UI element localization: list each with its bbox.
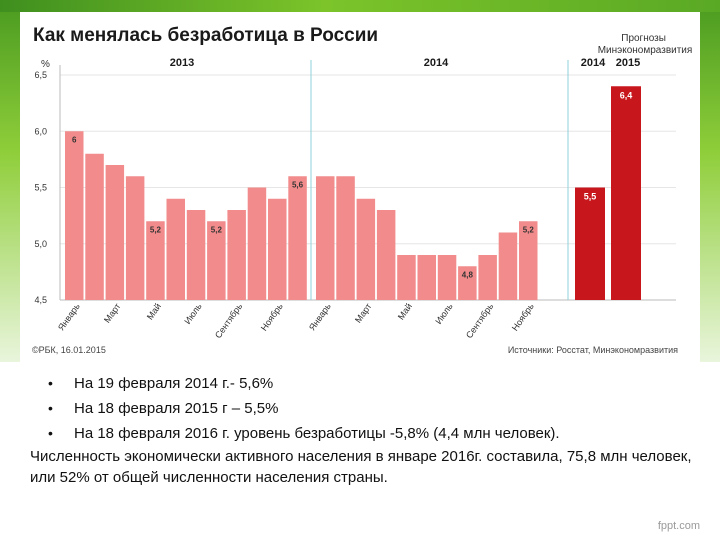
bar [207, 221, 226, 300]
bar [166, 198, 185, 300]
watermark: fppt.com [657, 520, 700, 532]
bar [125, 176, 145, 300]
chart-title: Как менялась безработица в России [33, 25, 378, 46]
forecast-header: Прогнозы Минэкономразвития [598, 33, 693, 56]
bars-layer [65, 86, 641, 300]
forecast-header-line-1: Прогнозы [621, 33, 666, 44]
bar [146, 221, 165, 300]
y-tick-label: 6,0 [34, 126, 47, 136]
bullet-item: • На 18 февраля 2016 г. уровень безработи… [48, 421, 560, 446]
y-tick-label: 4,5 [34, 295, 47, 305]
data-label: 6,4 [620, 90, 633, 100]
bullet-dot-icon: • [48, 400, 53, 416]
data-label: 5,5 [584, 192, 597, 202]
source-right: Источники: Росстат, Минэкономразвития [508, 345, 678, 355]
bar [498, 232, 518, 300]
slide-frame-top [0, 0, 720, 12]
y-tick-label: 5,5 [34, 183, 47, 193]
forecast-year-label: 2015 [616, 57, 640, 69]
summary-paragraph: Численность экономически активного насел… [30, 448, 692, 486]
bullet-item: • На 19 февраля 2014 г.- 5,6% [48, 371, 560, 396]
bullet-text: На 18 февраля 2015 г – 5,5% [74, 400, 279, 417]
forecast-year-label: 2014 [581, 57, 606, 69]
bar [227, 210, 246, 300]
unemployment-chart: Как менялась безработица в России % Прог… [20, 12, 700, 362]
bar [85, 153, 104, 300]
bullet-text: На 19 февраля 2014 г.- 5,6% [74, 375, 274, 392]
data-label: 6 [72, 135, 77, 144]
bar [65, 131, 84, 300]
bar [247, 187, 267, 300]
year-label: 2014 [424, 57, 449, 69]
bullet-dot-icon: • [48, 425, 53, 441]
bullet-dot-icon: • [48, 375, 53, 391]
bar [458, 266, 477, 300]
bar [316, 176, 335, 300]
y-axis-unit: % [41, 59, 50, 70]
source-left: ©РБК, 16.01.2015 [32, 345, 106, 355]
year-label: 2013 [170, 57, 194, 69]
bullet-item: • На 18 февраля 2015 г – 5,5% [48, 396, 560, 421]
bar [186, 210, 206, 300]
bar [519, 221, 538, 300]
data-label: 5,2 [211, 225, 223, 234]
data-label: 5,6 [292, 180, 304, 189]
data-label: 4,8 [462, 270, 474, 279]
data-label: 5,2 [150, 225, 162, 234]
forecast-bar [575, 187, 605, 300]
forecast-header-line-2: Минэкономразвития [598, 45, 693, 56]
bar [478, 255, 497, 300]
y-tick-label: 6,5 [34, 70, 47, 80]
y-tick-label: 5,0 [34, 239, 47, 249]
bar [356, 198, 376, 300]
forecast-bar [611, 86, 641, 300]
bullet-text: На 18 февраля 2016 г. уровень безработиц… [74, 425, 560, 442]
data-label: 5,2 [523, 225, 535, 234]
bar [336, 176, 355, 300]
bar [417, 255, 436, 300]
bar [288, 176, 307, 300]
bar [268, 198, 287, 300]
bullet-list: • На 19 февраля 2014 г.- 5,6% • На 18 февр… [48, 371, 560, 446]
bar [397, 255, 416, 300]
bar [105, 165, 125, 300]
bar [376, 210, 396, 300]
bar [437, 255, 457, 300]
